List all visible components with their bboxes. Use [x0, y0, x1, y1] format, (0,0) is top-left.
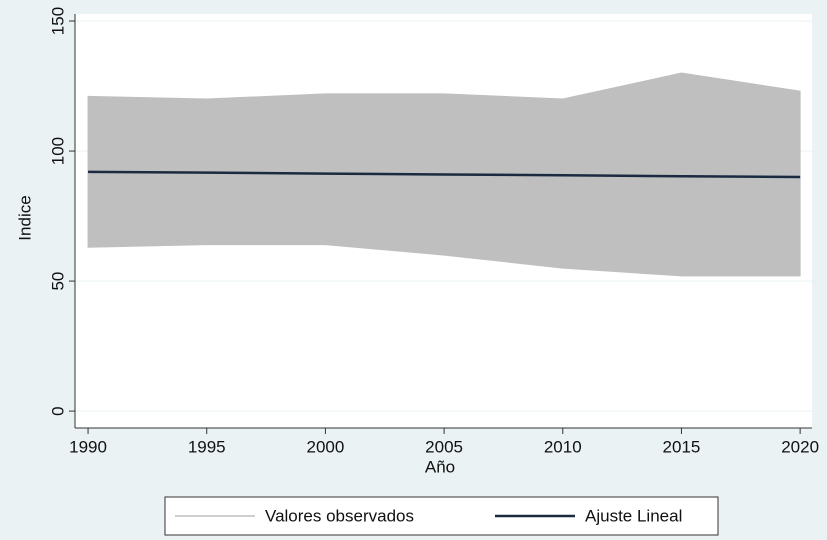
legend-label: Valores observados — [265, 506, 414, 525]
x-tick-label: 2005 — [425, 437, 463, 456]
x-tick-label: 1990 — [69, 437, 107, 456]
x-tick-label: 2010 — [544, 437, 582, 456]
legend-box — [164, 496, 719, 536]
x-tick-label: 2020 — [781, 437, 819, 456]
x-axis-label: Año — [425, 457, 455, 476]
fit-line — [88, 170, 801, 179]
y-axis-label: Indice — [15, 195, 34, 240]
y-tick-label: 100 — [48, 137, 67, 165]
legend-label: Ajuste Lineal — [585, 506, 682, 525]
y-tick-label: 150 — [48, 7, 67, 35]
x-tick-label: 1995 — [188, 437, 226, 456]
y-tick-label: 50 — [48, 272, 67, 291]
x-tick-label: 2015 — [663, 437, 701, 456]
x-tick-label: 2000 — [306, 437, 344, 456]
y-tick-label: 0 — [48, 406, 67, 415]
